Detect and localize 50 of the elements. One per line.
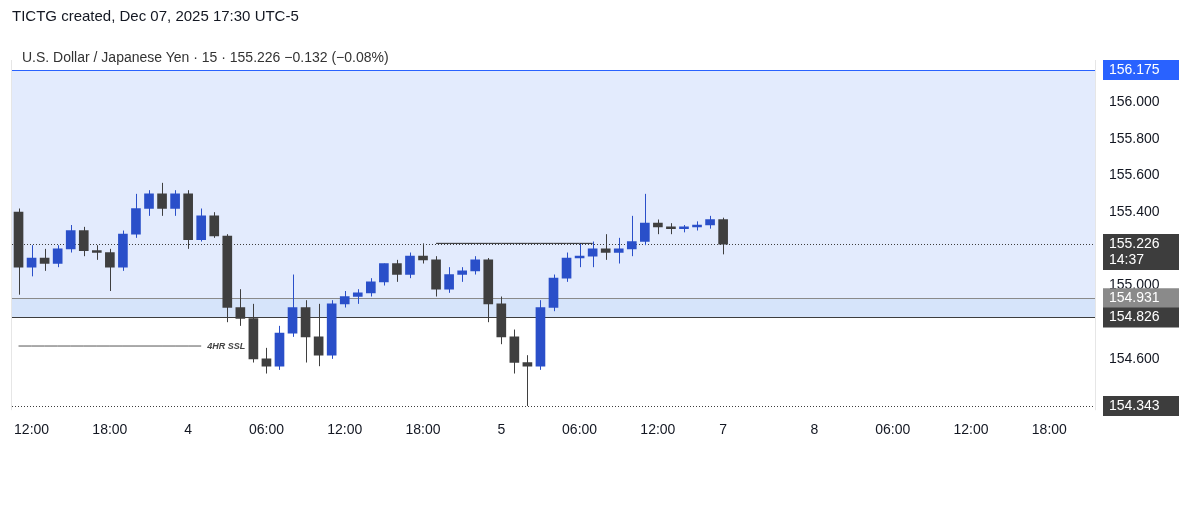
ref-line-label: 156.175 (1109, 60, 1160, 77)
candlestick (170, 189, 180, 217)
candlestick (144, 189, 154, 217)
x-tick-label: 12:00 (14, 421, 50, 438)
x-tick-label: 06:00 (248, 421, 285, 438)
y-tick-label: 154.600 (1109, 349, 1160, 366)
candlestick (640, 193, 650, 246)
candlestick (626, 215, 637, 257)
candlestick (392, 259, 402, 283)
y-tick-label: 155.800 (1109, 129, 1160, 146)
ref-line-label: 155.226 14:37 (1109, 234, 1160, 267)
x-tick-label: 06:00 (875, 421, 911, 438)
candlestick (39, 248, 50, 272)
x-tick-label: 06:00 (562, 421, 598, 438)
candlestick (587, 241, 598, 268)
candlestick (366, 277, 376, 298)
candlestick (405, 252, 415, 279)
candlestick (561, 252, 572, 283)
x-tick-label: 18:00 (405, 421, 441, 438)
candlestick (209, 211, 220, 239)
x-tick-label: 8 (810, 421, 819, 438)
candlestick (105, 248, 115, 292)
x-tick-label: 12:00 (953, 421, 989, 438)
ref-line-label: 154.343 (1109, 396, 1160, 413)
annotation: 4HR SSL (206, 340, 246, 351)
y-tick-label: 156.000 (1109, 93, 1160, 110)
x-tick-label: 12:00 (327, 421, 363, 438)
candlestick (444, 266, 454, 294)
chart-subtitle: U.S. Dollar / Japanese Yen · 15 · 155.226 −0.132 (−0.08%) (22, 48, 389, 65)
y-tick-label: 155.600 (1109, 166, 1160, 183)
candlestick (522, 354, 533, 407)
ref-line-label: 154.826 (1109, 308, 1160, 325)
x-tick-label: 12:00 (640, 421, 676, 438)
candlestick (600, 233, 611, 261)
x-tick-label: 5 (497, 421, 506, 438)
x-tick-label: 18:00 (92, 421, 128, 438)
candlestick (157, 182, 167, 217)
candlestick (418, 242, 428, 265)
candlestick (26, 244, 37, 277)
x-tick-label: 7 (719, 421, 728, 438)
candlestick (52, 244, 63, 268)
candlestick (470, 255, 481, 276)
x-tick-label: 4 (184, 421, 193, 438)
candlestick (65, 224, 76, 254)
y-tick-label: 155.400 (1109, 203, 1160, 220)
x-tick-label: 18:00 (1031, 421, 1068, 438)
candlestick (261, 347, 272, 375)
candlestick (379, 263, 389, 287)
candlestick (613, 237, 624, 265)
chart-title: TICTG created, Dec 07, 2025 17:30 UTC-5 (12, 7, 299, 25)
